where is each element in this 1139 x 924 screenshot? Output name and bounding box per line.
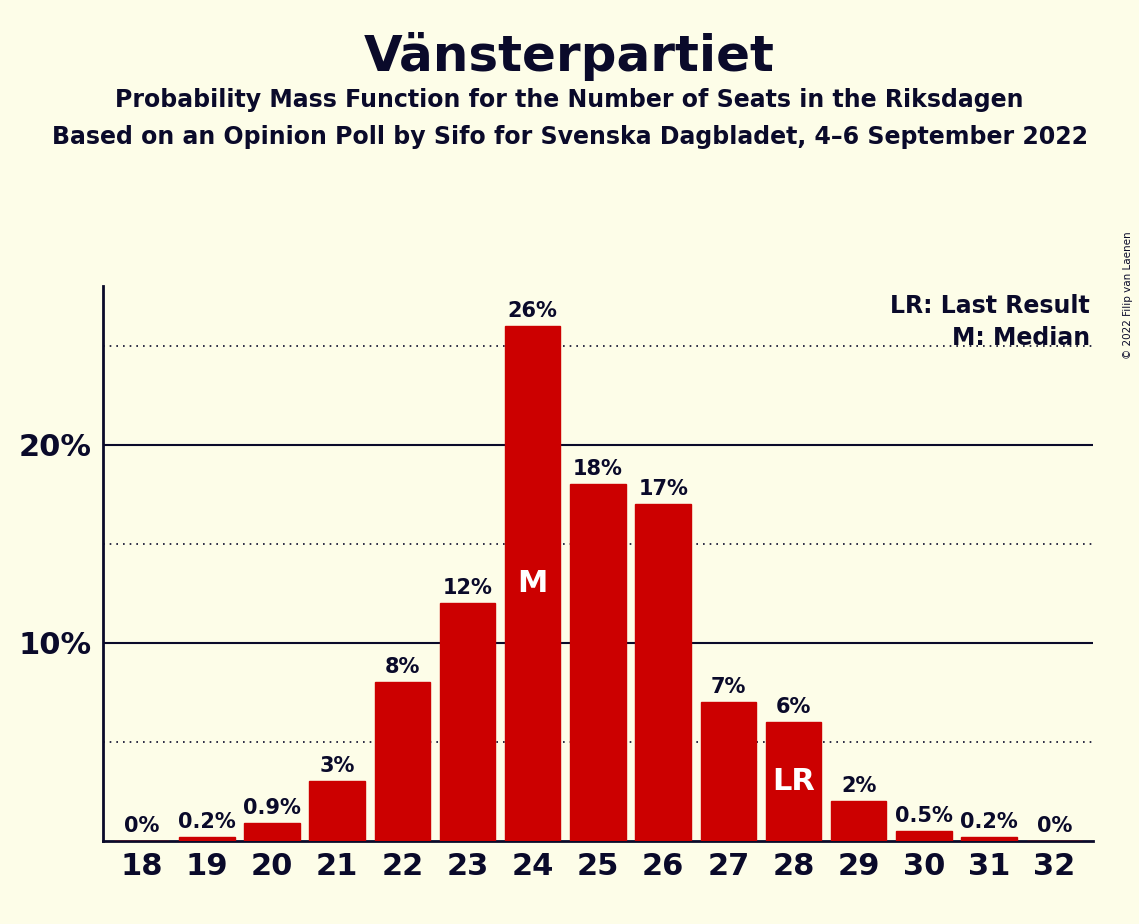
Text: Probability Mass Function for the Number of Seats in the Riksdagen: Probability Mass Function for the Number… (115, 88, 1024, 112)
Bar (961, 837, 1017, 841)
Text: © 2022 Filip van Laenen: © 2022 Filip van Laenen (1123, 231, 1133, 359)
Text: Vänsterpartiet: Vänsterpartiet (364, 32, 775, 81)
Bar (375, 683, 431, 841)
Bar (831, 801, 886, 841)
Text: 26%: 26% (508, 301, 558, 322)
Text: LR: Last Result: LR: Last Result (891, 295, 1090, 319)
Text: 0.2%: 0.2% (960, 812, 1018, 832)
Bar (700, 702, 756, 841)
Text: 12%: 12% (443, 578, 492, 599)
Bar (505, 326, 560, 841)
Bar (896, 831, 952, 841)
Bar (244, 823, 300, 841)
Bar (571, 484, 625, 841)
Text: 7%: 7% (711, 677, 746, 698)
Bar (179, 837, 235, 841)
Bar (765, 722, 821, 841)
Text: 18%: 18% (573, 459, 623, 480)
Text: 0.2%: 0.2% (178, 812, 236, 832)
Text: 3%: 3% (320, 757, 355, 776)
Text: 17%: 17% (638, 480, 688, 499)
Text: 0.5%: 0.5% (895, 806, 953, 826)
Text: 0%: 0% (124, 816, 159, 836)
Text: 0%: 0% (1036, 816, 1072, 836)
Text: 6%: 6% (776, 697, 811, 717)
Text: Based on an Opinion Poll by Sifo for Svenska Dagbladet, 4–6 September 2022: Based on an Opinion Poll by Sifo for Sve… (51, 125, 1088, 149)
Bar (440, 603, 495, 841)
Text: 0.9%: 0.9% (243, 798, 301, 818)
Bar (636, 505, 691, 841)
Text: 8%: 8% (385, 658, 420, 677)
Bar (310, 782, 364, 841)
Text: M: M (517, 569, 548, 598)
Text: 2%: 2% (841, 776, 876, 796)
Text: LR: LR (772, 767, 816, 796)
Text: M: Median: M: Median (952, 326, 1090, 350)
